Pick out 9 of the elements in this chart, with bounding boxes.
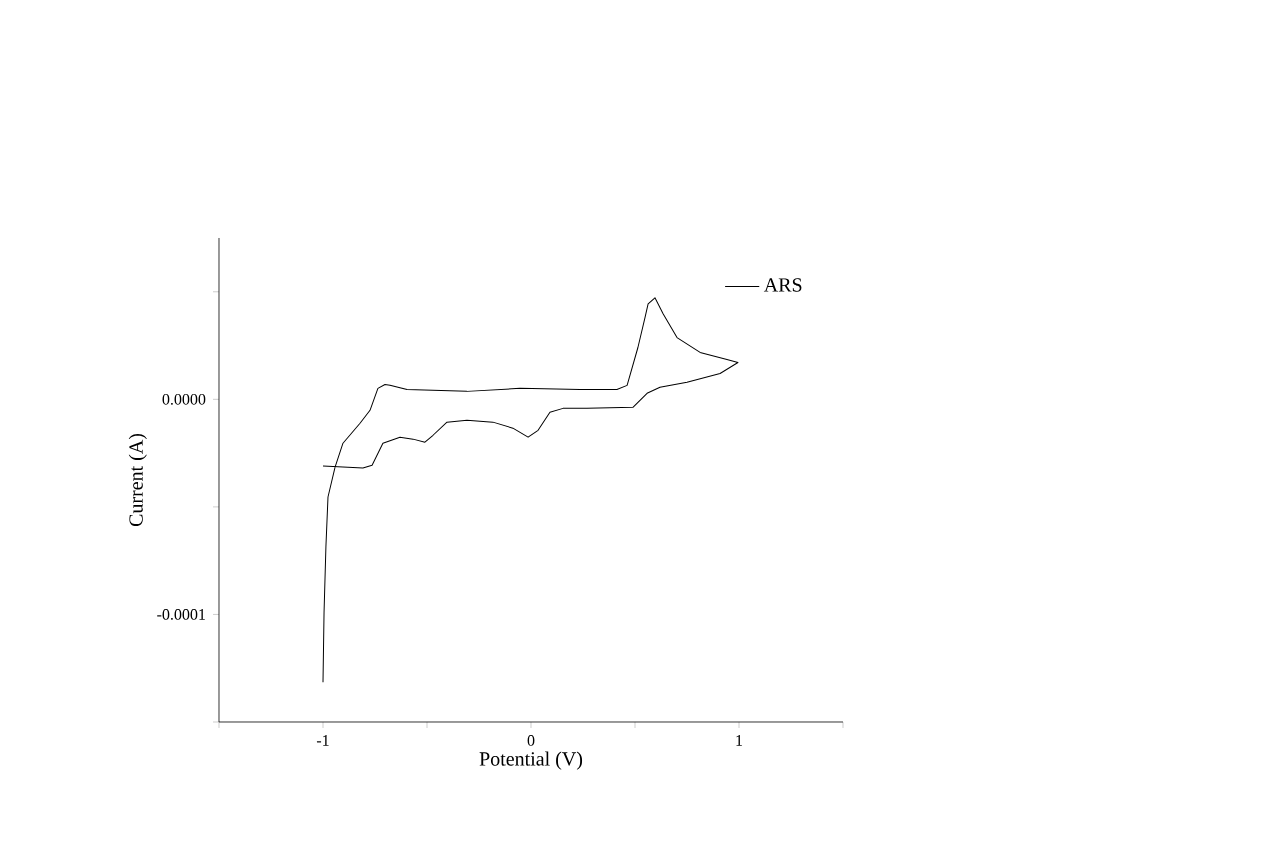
x-tick-label: -1 xyxy=(316,735,329,746)
legend-label: ARS xyxy=(763,278,802,292)
x-tick-label: 0 xyxy=(527,735,535,746)
y-tick-label: 0.0000 xyxy=(162,393,206,405)
line-series xyxy=(322,297,739,683)
y-tick-label: -0.0001 xyxy=(157,609,205,620)
x-tick-label: 1 xyxy=(736,735,743,746)
x-axis-title: Potential (V) xyxy=(479,751,583,770)
y-axis-title: Current (A) xyxy=(128,433,147,527)
